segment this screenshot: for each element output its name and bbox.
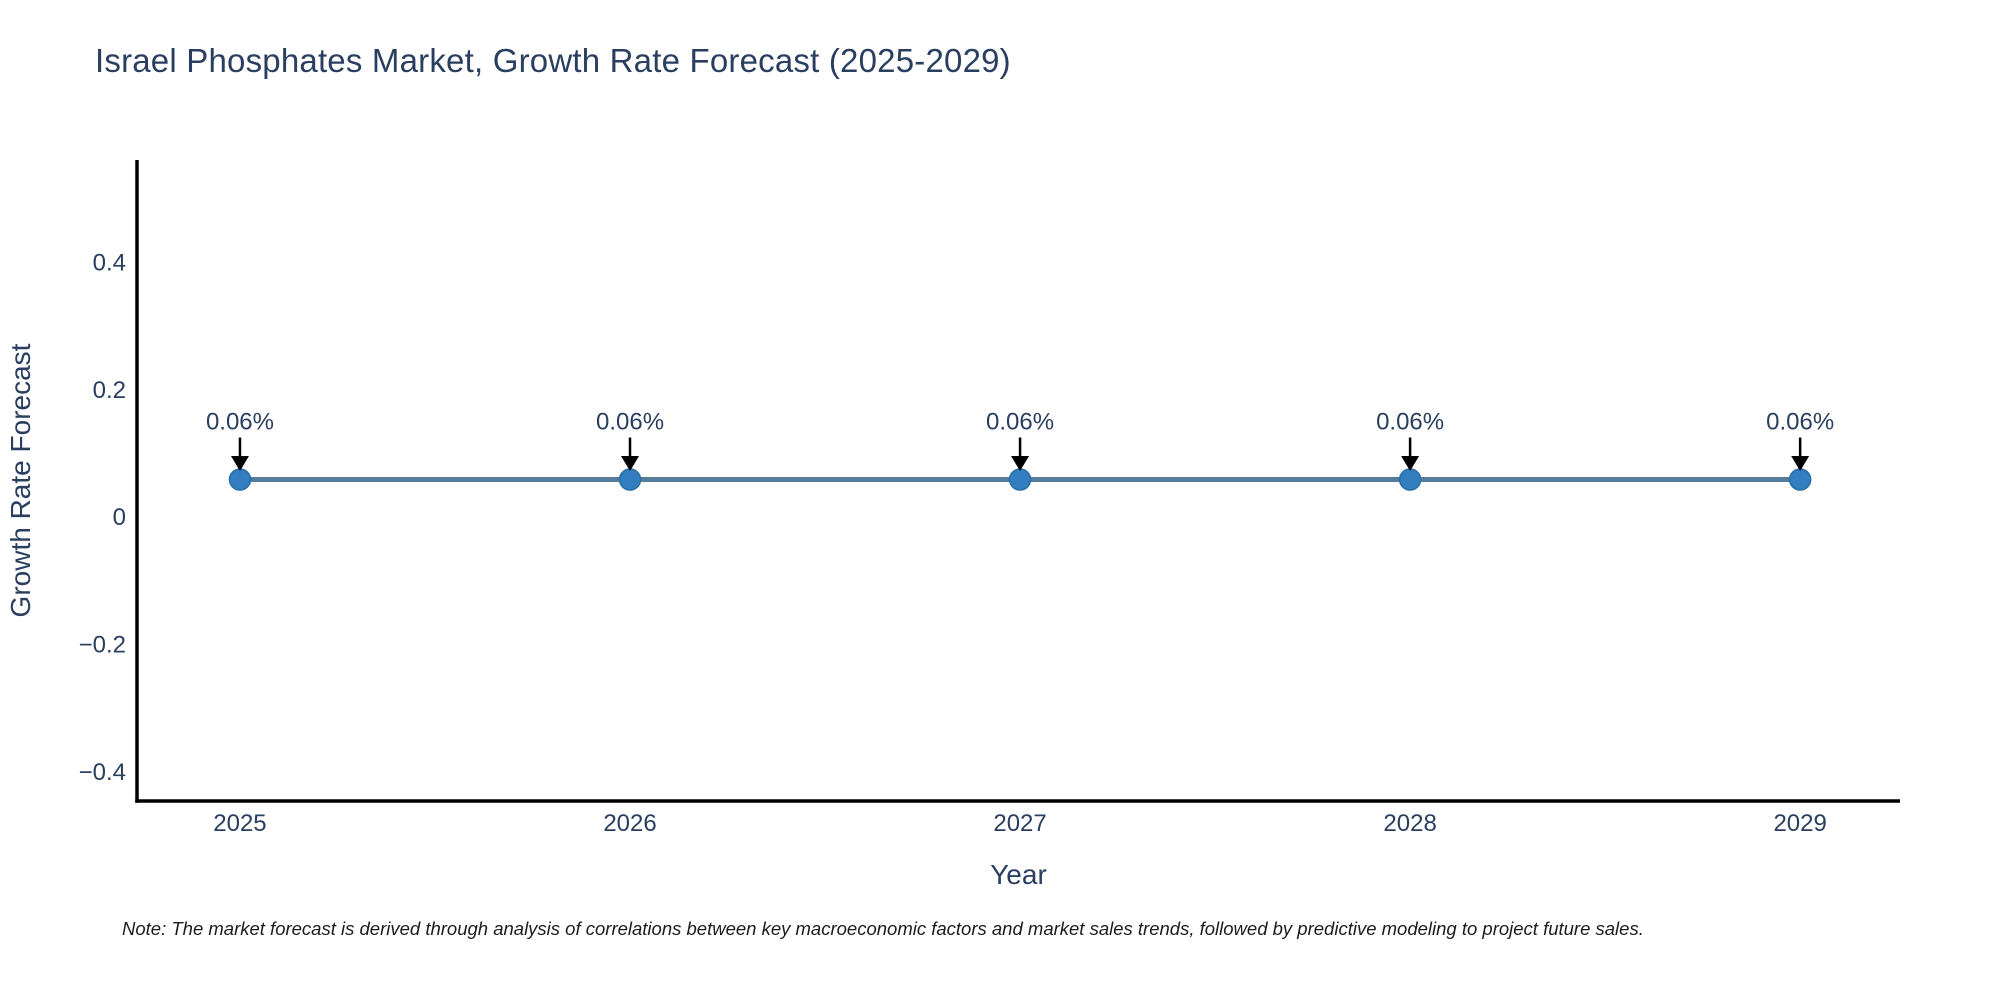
- annotation-label: 0.06%: [206, 409, 274, 436]
- annotation-label: 0.06%: [1766, 409, 1834, 436]
- y-tick-label: 0.4: [93, 250, 126, 277]
- y-tick-label: 0.2: [93, 377, 126, 404]
- x-tick-label: 2027: [993, 810, 1046, 837]
- annotation-label: 0.06%: [596, 409, 664, 436]
- x-axis-title: Year: [990, 859, 1047, 890]
- x-tick-label: 2029: [1773, 810, 1826, 837]
- data-point-marker: [1008, 468, 1032, 491]
- data-point-marker: [228, 468, 252, 491]
- x-tick-label: 2028: [1383, 810, 1436, 837]
- annotation-label: 0.06%: [986, 409, 1054, 436]
- annotation-arrowhead: [1791, 456, 1810, 472]
- annotation-arrowhead: [1011, 456, 1030, 472]
- y-tick-label: −0.2: [79, 632, 126, 659]
- y-tick-label: −0.4: [79, 759, 126, 786]
- annotation-arrowhead: [621, 456, 640, 472]
- data-point-marker: [618, 468, 642, 491]
- x-tick-label: 2026: [603, 810, 656, 837]
- annotation-arrowhead: [1401, 456, 1420, 472]
- annotation-arrowhead: [230, 456, 249, 472]
- footnote: Note: The market forecast is derived thr…: [122, 918, 1644, 939]
- data-point-marker: [1398, 468, 1422, 491]
- y-tick-label: 0: [113, 504, 126, 531]
- data-point-marker: [1788, 468, 1812, 491]
- chart-title: Israel Phosphates Market, Growth Rate Fo…: [95, 42, 1011, 79]
- x-tick-label: 2025: [213, 810, 266, 837]
- y-axis-title: Growth Rate Forecast: [5, 343, 36, 617]
- annotation-label: 0.06%: [1376, 409, 1444, 436]
